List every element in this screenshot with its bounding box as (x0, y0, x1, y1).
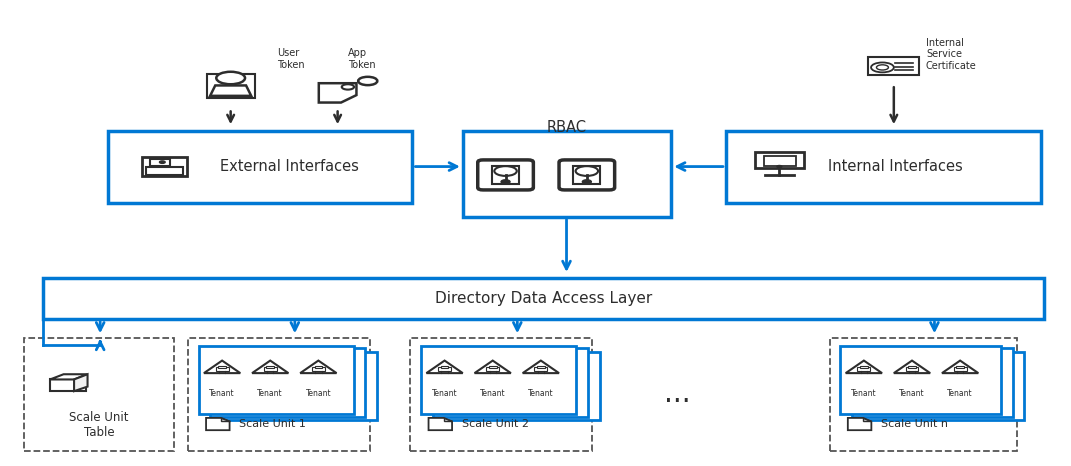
FancyBboxPatch shape (830, 337, 1016, 452)
FancyBboxPatch shape (956, 366, 964, 368)
FancyBboxPatch shape (267, 366, 274, 368)
FancyBboxPatch shape (218, 366, 226, 368)
Text: Tenant: Tenant (948, 389, 972, 398)
Text: Tenant: Tenant (480, 389, 506, 398)
FancyBboxPatch shape (50, 379, 86, 391)
FancyBboxPatch shape (215, 367, 228, 371)
Polygon shape (428, 418, 452, 430)
Text: Internal
Service
Certificate: Internal Service Certificate (926, 38, 977, 71)
Polygon shape (252, 361, 288, 373)
Polygon shape (50, 374, 88, 379)
FancyBboxPatch shape (953, 367, 966, 371)
Text: App
Token: App Token (348, 48, 376, 69)
Text: Tenant: Tenant (432, 389, 457, 398)
FancyBboxPatch shape (908, 366, 916, 368)
FancyBboxPatch shape (142, 157, 186, 176)
Circle shape (495, 166, 517, 176)
Circle shape (876, 65, 889, 70)
FancyBboxPatch shape (869, 57, 919, 75)
Polygon shape (863, 418, 872, 421)
FancyBboxPatch shape (841, 345, 1000, 414)
FancyBboxPatch shape (315, 366, 322, 368)
FancyBboxPatch shape (187, 337, 369, 452)
FancyBboxPatch shape (421, 345, 576, 414)
FancyBboxPatch shape (433, 348, 588, 417)
FancyBboxPatch shape (222, 351, 377, 420)
FancyBboxPatch shape (210, 348, 365, 417)
FancyBboxPatch shape (537, 366, 545, 368)
FancyBboxPatch shape (312, 367, 325, 371)
Text: Scale Unit 2: Scale Unit 2 (462, 419, 529, 429)
FancyBboxPatch shape (463, 131, 672, 217)
Polygon shape (319, 83, 357, 103)
FancyBboxPatch shape (478, 160, 533, 190)
FancyBboxPatch shape (764, 156, 797, 166)
Polygon shape (846, 361, 883, 373)
Text: Tenant: Tenant (257, 389, 283, 398)
FancyBboxPatch shape (755, 152, 803, 168)
FancyBboxPatch shape (488, 366, 497, 368)
Text: Tenant: Tenant (305, 389, 331, 398)
Polygon shape (523, 361, 559, 373)
FancyBboxPatch shape (853, 348, 1012, 417)
FancyBboxPatch shape (198, 345, 353, 414)
FancyBboxPatch shape (263, 367, 276, 371)
Circle shape (575, 166, 598, 176)
Circle shape (871, 62, 894, 72)
Polygon shape (74, 374, 88, 391)
FancyBboxPatch shape (486, 367, 499, 371)
Polygon shape (848, 418, 872, 430)
Text: Scale Unit n: Scale Unit n (881, 419, 948, 429)
Polygon shape (474, 361, 511, 373)
Text: User
Token: User Token (276, 48, 304, 69)
Polygon shape (206, 418, 229, 430)
Circle shape (776, 165, 782, 168)
Polygon shape (894, 361, 931, 373)
Text: Tenant: Tenant (528, 389, 554, 398)
Polygon shape (222, 418, 229, 421)
Text: ...: ... (664, 380, 691, 408)
Circle shape (160, 161, 165, 164)
Text: Directory Data Access Layer: Directory Data Access Layer (436, 291, 652, 306)
Text: Tenant: Tenant (209, 389, 235, 398)
FancyBboxPatch shape (146, 167, 183, 175)
FancyBboxPatch shape (559, 160, 615, 190)
Polygon shape (203, 361, 240, 373)
Text: RBAC: RBAC (546, 120, 586, 135)
FancyBboxPatch shape (864, 351, 1024, 420)
Polygon shape (210, 85, 252, 96)
FancyBboxPatch shape (860, 366, 868, 368)
Text: Scale Unit 1: Scale Unit 1 (239, 419, 306, 429)
Text: Tenant: Tenant (900, 389, 925, 398)
Circle shape (342, 84, 355, 89)
FancyBboxPatch shape (438, 367, 451, 371)
Polygon shape (426, 361, 463, 373)
FancyBboxPatch shape (492, 166, 519, 184)
FancyBboxPatch shape (44, 278, 1043, 319)
Polygon shape (942, 361, 978, 373)
Polygon shape (300, 361, 336, 373)
FancyBboxPatch shape (25, 337, 174, 452)
FancyBboxPatch shape (726, 131, 1041, 203)
FancyBboxPatch shape (441, 366, 449, 368)
FancyBboxPatch shape (906, 367, 919, 371)
Circle shape (583, 180, 591, 184)
Text: Tenant: Tenant (851, 389, 877, 398)
FancyBboxPatch shape (150, 159, 170, 166)
FancyBboxPatch shape (444, 351, 600, 420)
FancyBboxPatch shape (573, 166, 601, 184)
Text: External Interfaces: External Interfaces (220, 159, 359, 174)
Text: Internal Interfaces: Internal Interfaces (828, 159, 962, 174)
FancyBboxPatch shape (534, 367, 547, 371)
Circle shape (216, 72, 245, 84)
Circle shape (501, 180, 510, 184)
Polygon shape (443, 418, 452, 421)
FancyBboxPatch shape (858, 367, 871, 371)
FancyBboxPatch shape (410, 337, 592, 452)
FancyBboxPatch shape (108, 131, 412, 203)
Text: Scale Unit
Table: Scale Unit Table (70, 411, 129, 439)
